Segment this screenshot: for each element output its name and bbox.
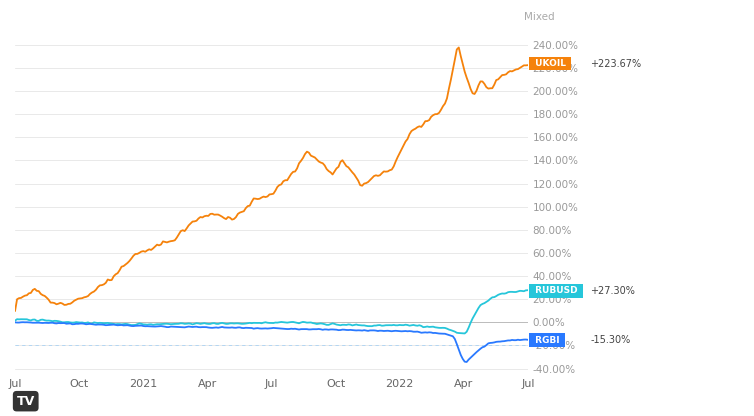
Text: +223.67%: +223.67% (590, 59, 642, 69)
Text: RUBUSD: RUBUSD (532, 286, 581, 295)
Text: UKOIL: UKOIL (532, 59, 569, 68)
Text: -15.30%: -15.30% (590, 335, 630, 345)
Text: RGBI: RGBI (532, 336, 562, 344)
Text: TV: TV (17, 395, 35, 408)
Text: +27.30%: +27.30% (590, 286, 636, 296)
Text: Mixed: Mixed (524, 12, 555, 22)
